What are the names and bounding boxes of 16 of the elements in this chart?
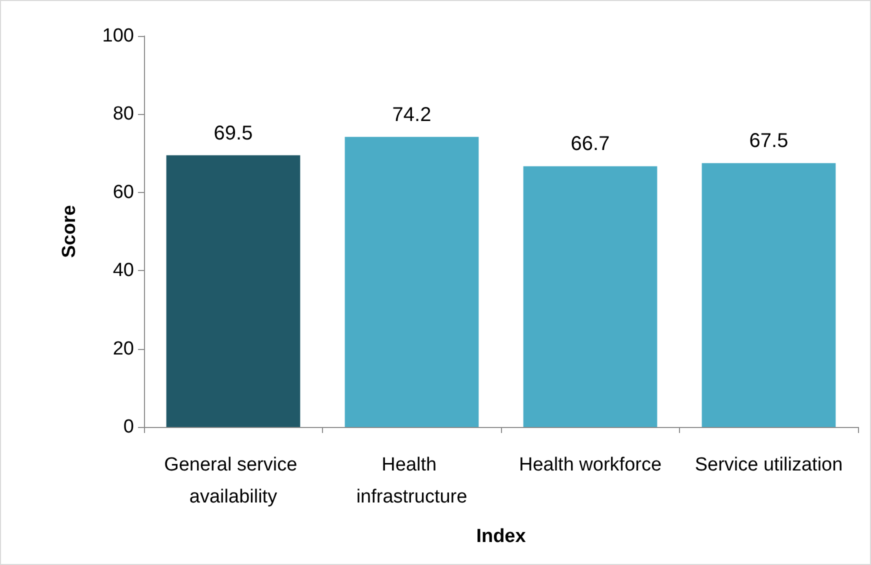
y-tick-label: 40 bbox=[112, 260, 134, 282]
x-axis-title: Index bbox=[476, 526, 526, 547]
y-tick-label: 80 bbox=[112, 104, 134, 125]
data-label: 69.5 bbox=[214, 122, 253, 144]
x-tick-label: Service utilization bbox=[694, 454, 843, 476]
data-label: 67.5 bbox=[749, 130, 788, 152]
y-tick-label: 100 bbox=[102, 26, 134, 46]
y-axis-title: Score bbox=[59, 205, 80, 258]
x-tick-label: Health workforce bbox=[518, 454, 662, 476]
y-tick-label: 60 bbox=[112, 182, 134, 203]
y-tick-label: 20 bbox=[112, 338, 134, 360]
x-tick-label: Health infrastructure bbox=[356, 454, 468, 508]
data-label: 74.2 bbox=[392, 104, 432, 126]
y-tick-label: 0 bbox=[123, 416, 134, 438]
x-tick-label: General service availability bbox=[164, 454, 302, 508]
data-label: 66.7 bbox=[570, 133, 610, 156]
